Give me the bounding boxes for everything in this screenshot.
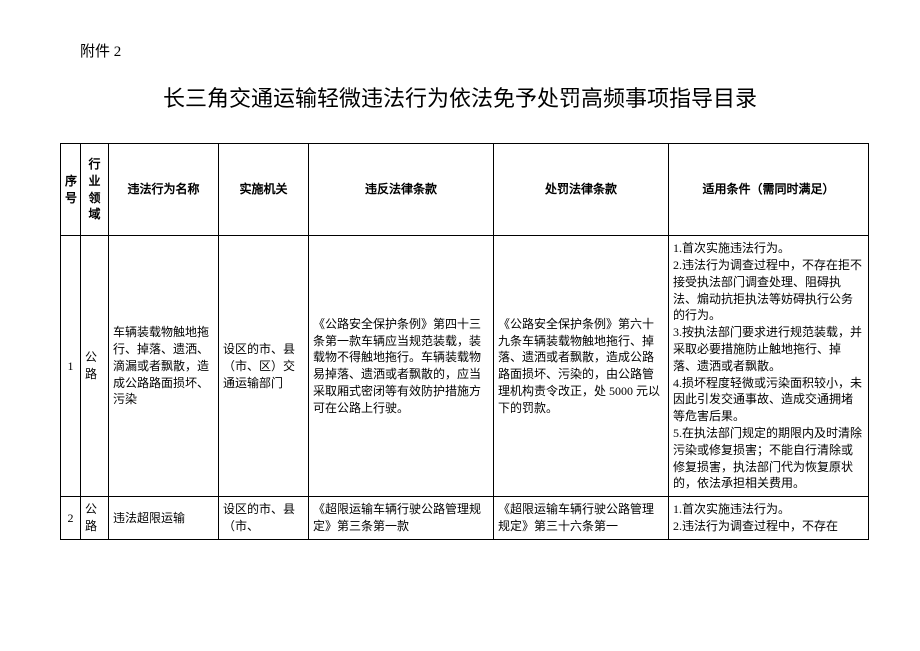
cell-penalty: 《公路安全保护条例》第六十九条车辆装载物触地拖行、掉落、遗洒或者飘散，造成公路路…: [494, 236, 669, 497]
cell-seq: 2: [61, 497, 81, 540]
col-rule: 违反法律条款: [309, 144, 494, 236]
col-penalty: 处罚法律条款: [494, 144, 669, 236]
cell-rule: 《公路安全保护条例》第四十三条第一款车辆应当规范装载，装载物不得触地拖行。车辆装…: [309, 236, 494, 497]
col-conditions: 适用条件（需同时满足）: [669, 144, 869, 236]
table-body: 1 公路 车辆装载物触地拖行、掉落、遗洒、滴漏或者飘散，造成公路路面损坏、污染 …: [61, 236, 869, 540]
cell-name: 车辆装载物触地拖行、掉落、遗洒、滴漏或者飘散，造成公路路面损坏、污染: [109, 236, 219, 497]
cell-conditions: 1.首次实施违法行为。2.违法行为调查过程中，不存在: [669, 497, 869, 540]
table-header-row: 序号 行业领域 违法行为名称 实施机关 违反法律条款 处罚法律条款 适用条件（需…: [61, 144, 869, 236]
cell-domain: 公路: [81, 236, 109, 497]
table-row: 2 公路 违法超限运输 设区的市、县（市、 《超限运输车辆行驶公路管理规定》第三…: [61, 497, 869, 540]
cell-domain: 公路: [81, 497, 109, 540]
cell-name: 违法超限运输: [109, 497, 219, 540]
table-row: 1 公路 车辆装载物触地拖行、掉落、遗洒、滴漏或者飘散，造成公路路面损坏、污染 …: [61, 236, 869, 497]
cell-agency: 设区的市、县（市、区）交通运输部门: [219, 236, 309, 497]
attachment-label: 附件 2: [80, 40, 860, 61]
page-title: 长三角交通运输轻微违法行为依法免予处罚高频事项指导目录: [60, 81, 860, 113]
cell-penalty: 《超限运输车辆行驶公路管理规定》第三十六条第一: [494, 497, 669, 540]
col-agency: 实施机关: [219, 144, 309, 236]
guidance-table: 序号 行业领域 违法行为名称 实施机关 违反法律条款 处罚法律条款 适用条件（需…: [60, 143, 869, 540]
col-name: 违法行为名称: [109, 144, 219, 236]
cell-agency: 设区的市、县（市、: [219, 497, 309, 540]
cell-rule: 《超限运输车辆行驶公路管理规定》第三条第一款: [309, 497, 494, 540]
cell-conditions: 1.首次实施违法行为。2.违法行为调查过程中，不存在拒不接受执法部门调查处理、阻…: [669, 236, 869, 497]
col-seq: 序号: [61, 144, 81, 236]
cell-seq: 1: [61, 236, 81, 497]
col-domain: 行业领域: [81, 144, 109, 236]
